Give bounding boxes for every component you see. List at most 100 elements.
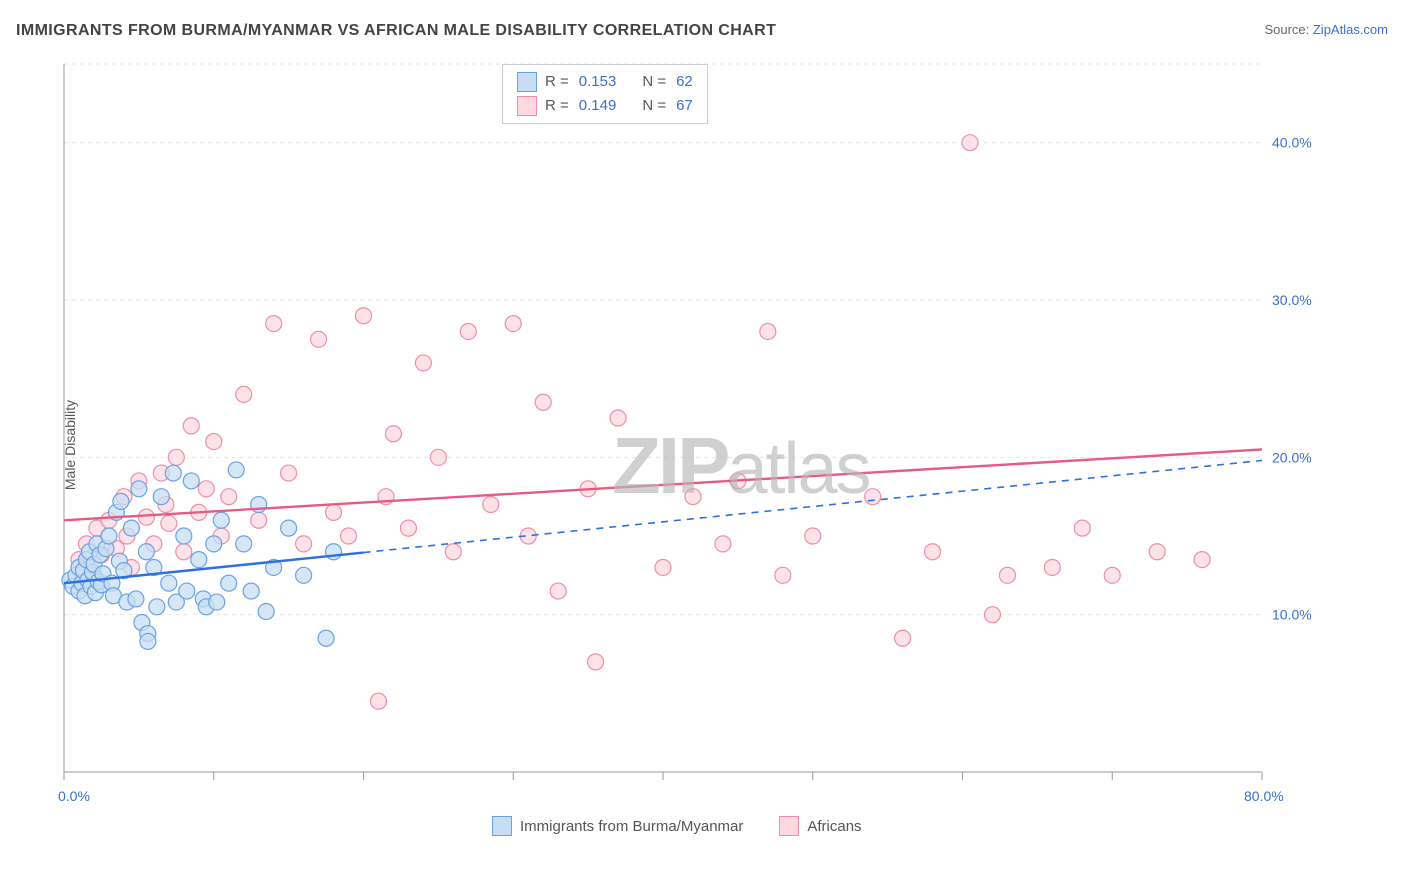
legend-label-2: Africans (807, 818, 861, 835)
data-point (550, 583, 566, 599)
data-point (149, 599, 165, 615)
r-value-2: 0.149 (579, 95, 617, 117)
data-point (206, 434, 222, 450)
data-point (213, 512, 229, 528)
legend-swatch-1 (492, 816, 512, 836)
data-point (430, 449, 446, 465)
data-point (655, 559, 671, 575)
data-point (281, 520, 297, 536)
data-point (140, 633, 156, 649)
data-point (179, 583, 195, 599)
data-point (183, 473, 199, 489)
n-label-1: N = (642, 71, 666, 93)
swatch-series-2 (517, 96, 537, 116)
data-point (760, 323, 776, 339)
data-point (161, 575, 177, 591)
data-point (281, 465, 297, 481)
data-point (221, 575, 237, 591)
data-point (209, 594, 225, 610)
data-point (123, 520, 139, 536)
data-point (460, 323, 476, 339)
data-point (251, 512, 267, 528)
data-point (168, 449, 184, 465)
data-point (445, 544, 461, 560)
data-point (176, 544, 192, 560)
data-point (999, 567, 1015, 583)
data-point (176, 528, 192, 544)
chart-title: IMMIGRANTS FROM BURMA/MYANMAR VS AFRICAN… (16, 22, 776, 40)
data-point (198, 481, 214, 497)
data-point (266, 316, 282, 332)
correlation-row-1: R = 0.153 N = 62 (503, 70, 707, 94)
data-point (236, 386, 252, 402)
data-point (895, 630, 911, 646)
data-point (865, 489, 881, 505)
data-point (183, 418, 199, 434)
y-tick-label: 10.0% (1272, 607, 1312, 623)
data-point (296, 567, 312, 583)
legend-item-2: Africans (779, 816, 861, 836)
data-point (1149, 544, 1165, 560)
data-point (161, 515, 177, 531)
data-point (113, 493, 129, 509)
source-prefix: Source: (1264, 22, 1312, 37)
data-point (101, 528, 117, 544)
chart-area: Male Disability 10.0%20.0%30.0%40.0% ZIP… (52, 60, 1382, 830)
scatter-plot-svg: 10.0%20.0%30.0%40.0% (52, 60, 1322, 800)
data-point (341, 528, 357, 544)
data-point (191, 552, 207, 568)
data-point (370, 693, 386, 709)
data-point (610, 410, 626, 426)
data-point (1044, 559, 1060, 575)
data-point (805, 528, 821, 544)
data-point (221, 489, 237, 505)
data-point (296, 536, 312, 552)
series-legend: Immigrants from Burma/Myanmar Africans (492, 816, 888, 836)
data-point (685, 489, 701, 505)
data-point (356, 308, 372, 324)
data-point (588, 654, 604, 670)
r-value-1: 0.153 (579, 71, 617, 93)
data-point (318, 630, 334, 646)
data-point (1194, 552, 1210, 568)
data-point (925, 544, 941, 560)
chart-container: IMMIGRANTS FROM BURMA/MYANMAR VS AFRICAN… (0, 0, 1406, 892)
data-point (128, 591, 144, 607)
data-point (206, 536, 222, 552)
y-axis-label: Male Disability (62, 400, 78, 490)
data-point (984, 607, 1000, 623)
data-point (258, 604, 274, 620)
data-point (153, 489, 169, 505)
data-point (131, 481, 147, 497)
data-point (535, 394, 551, 410)
correlation-row-2: R = 0.149 N = 67 (503, 94, 707, 118)
data-point (236, 536, 252, 552)
data-point (775, 567, 791, 583)
correlation-legend-box: R = 0.153 N = 62 R = 0.149 N = 67 (502, 64, 708, 124)
data-point (326, 504, 342, 520)
data-point (138, 509, 154, 525)
trend-line (64, 449, 1262, 520)
data-point (243, 583, 259, 599)
y-tick-label: 40.0% (1272, 135, 1312, 151)
x-axis-max-label: 80.0% (1244, 788, 1284, 804)
data-point (1104, 567, 1120, 583)
x-axis-min-label: 0.0% (58, 788, 90, 804)
legend-swatch-2 (779, 816, 799, 836)
source-attribution: Source: ZipAtlas.com (1264, 22, 1388, 37)
data-point (415, 355, 431, 371)
swatch-series-1 (517, 72, 537, 92)
legend-item-1: Immigrants from Burma/Myanmar (492, 816, 743, 836)
data-point (962, 135, 978, 151)
data-point (165, 465, 181, 481)
y-tick-label: 30.0% (1272, 292, 1312, 308)
data-point (1074, 520, 1090, 536)
data-point (483, 497, 499, 513)
legend-label-1: Immigrants from Burma/Myanmar (520, 818, 743, 835)
data-point (311, 331, 327, 347)
r-label-1: R = (545, 71, 569, 93)
source-link[interactable]: ZipAtlas.com (1313, 22, 1388, 37)
n-value-1: 62 (676, 71, 693, 93)
data-point (400, 520, 416, 536)
n-value-2: 67 (676, 95, 693, 117)
